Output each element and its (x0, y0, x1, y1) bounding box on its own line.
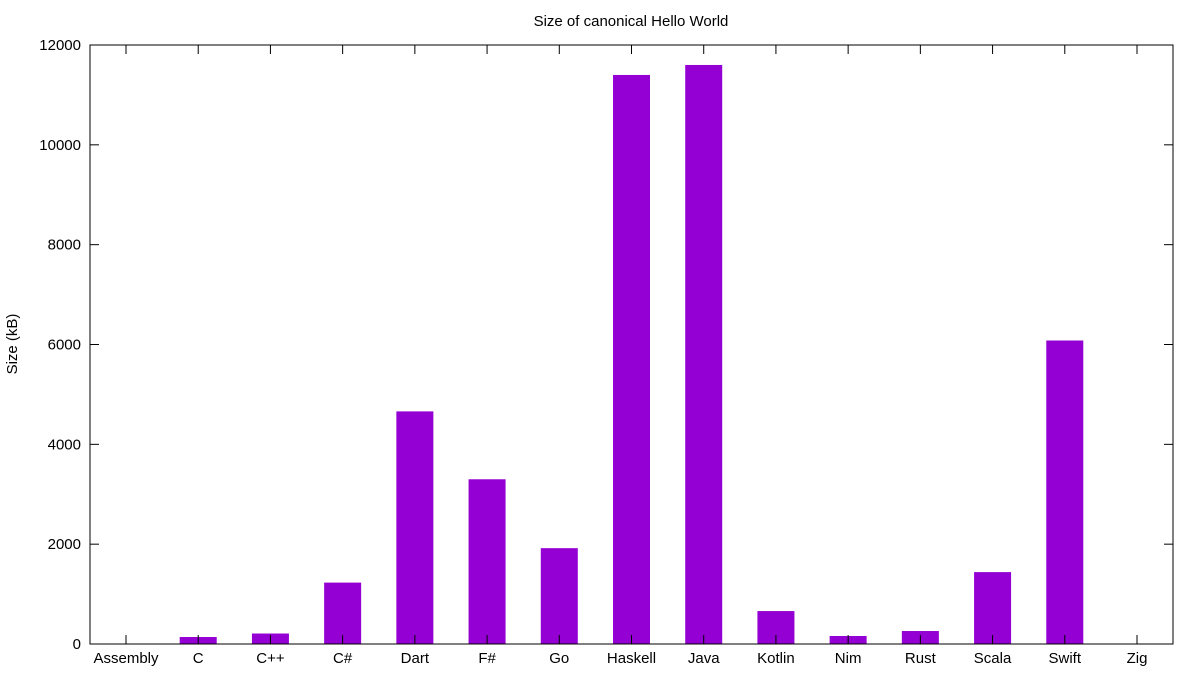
x-tick-label: Haskell (607, 650, 656, 667)
y-tick-label: 10000 (39, 137, 81, 154)
bar-csharp (324, 583, 361, 644)
x-tick-label: Rust (905, 650, 937, 667)
x-tick-label: C++ (256, 650, 285, 667)
x-tick-label: Java (688, 650, 720, 667)
y-tick-label: 0 (73, 636, 81, 653)
x-tick-label: Nim (835, 650, 862, 667)
y-axis-ticks: 0 2000 4000 6000 8000 10000 12000 (39, 37, 1173, 653)
chart-title: Size of canonical Hello World (534, 13, 729, 30)
bars (108, 65, 1156, 644)
x-tick-label: Assembly (93, 650, 159, 667)
bar-fsharp (469, 479, 506, 644)
bar-haskell (613, 75, 650, 644)
x-tick-label: Zig (1127, 650, 1148, 667)
y-axis-label: Size (kB) (4, 314, 21, 375)
y-tick-label: 8000 (48, 237, 81, 254)
y-tick-label: 2000 (48, 536, 81, 553)
bar-swift (1046, 341, 1083, 644)
x-tick-label: Kotlin (757, 650, 795, 667)
x-tick-label: C (193, 650, 204, 667)
x-tick-label: Swift (1049, 650, 1082, 667)
y-tick-label: 6000 (48, 337, 81, 354)
y-tick-label: 4000 (48, 436, 81, 453)
bar-scala (974, 572, 1011, 644)
bar-dart (396, 411, 433, 644)
y-tick-label: 12000 (39, 37, 81, 54)
x-tick-label: Scala (974, 650, 1012, 667)
x-tick-label: Dart (401, 650, 430, 667)
bar-java (685, 65, 722, 644)
x-tick-label: C# (333, 650, 353, 667)
bar-go (541, 548, 578, 644)
x-tick-label: Go (549, 650, 569, 667)
x-tick-label: F# (478, 650, 496, 667)
